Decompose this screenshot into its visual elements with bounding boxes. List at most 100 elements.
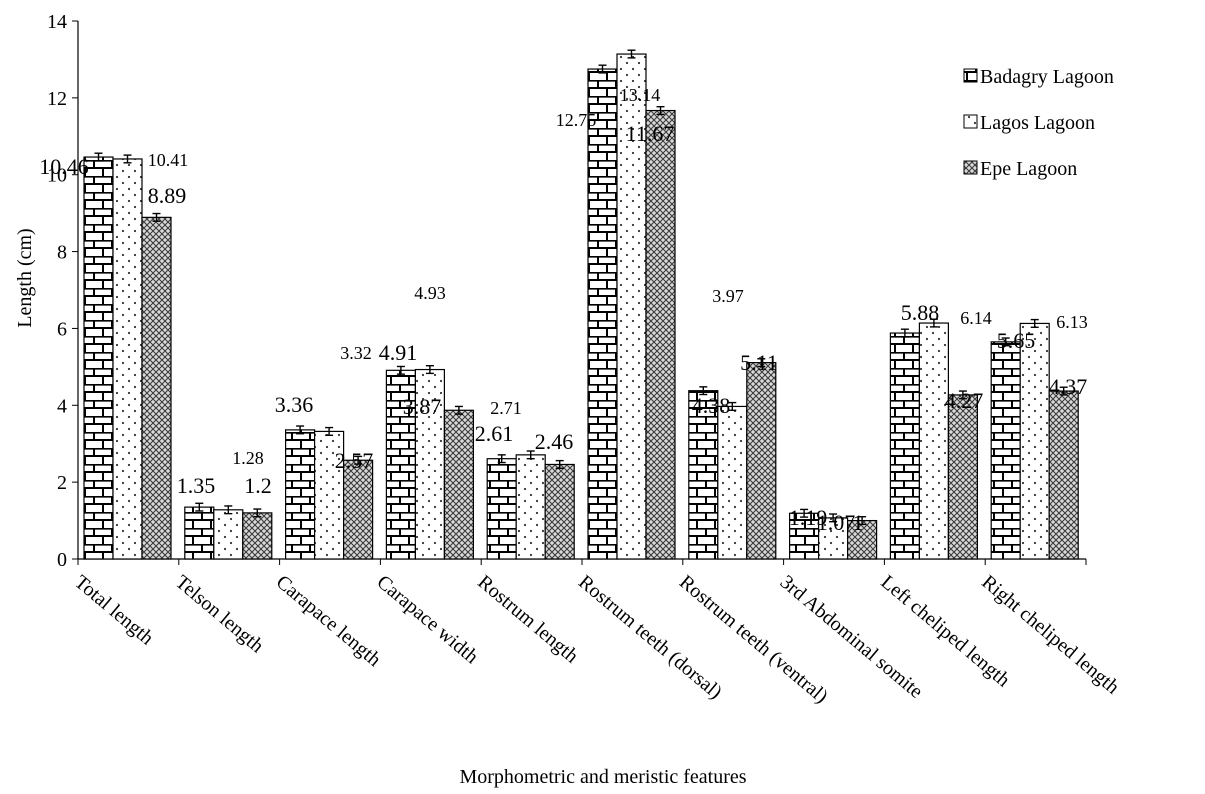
error-bar — [1030, 318, 1039, 328]
error-bar — [526, 450, 535, 460]
error-bar — [800, 508, 809, 518]
error-bar — [296, 425, 305, 435]
category-label: Total length — [70, 571, 158, 649]
error-bar — [425, 365, 434, 375]
bar-crosshatch — [947, 394, 979, 560]
legend-swatch-epe — [963, 160, 978, 175]
data-label: 4.91 — [379, 340, 418, 365]
data-label: 8.89 — [148, 183, 187, 208]
data-label: 10.46 — [39, 154, 89, 179]
category-labels: Total length Telson length Carapace length… — [70, 571, 1123, 708]
data-label: 3.36 — [275, 392, 314, 417]
error-bar — [195, 502, 204, 512]
error-bar — [929, 318, 938, 328]
data-label: 1 — [853, 510, 864, 535]
category-label: Carapace length — [272, 571, 385, 671]
error-bar — [123, 154, 132, 164]
bar-crosshatch — [1048, 390, 1079, 560]
legend-label-lagos: Lagos Lagoon — [980, 112, 1095, 134]
bar-brick — [889, 332, 921, 560]
error-bar — [656, 105, 665, 116]
legend-swatch-badagry — [963, 68, 978, 83]
y-axis-title: Length (cm) — [14, 228, 36, 327]
data-label: 2.61 — [475, 421, 514, 446]
bar-crosshatch — [645, 109, 676, 560]
data-label: 1.2 — [244, 473, 272, 498]
y-tick-label: 8 — [57, 242, 67, 264]
error-bar — [94, 152, 103, 162]
bar-crosshatch — [544, 463, 575, 560]
error-bar — [757, 358, 766, 368]
data-label: 1.19 — [789, 505, 828, 530]
error-bar — [1001, 337, 1010, 347]
legend-swatch-lagos — [963, 114, 978, 129]
bar-crosshatch — [846, 519, 878, 560]
y-tick-label: 0 — [57, 549, 67, 571]
bar-dots — [717, 405, 748, 560]
data-label: 12.75 — [556, 110, 597, 130]
error-bar — [900, 328, 909, 338]
data-label: 6.14 — [960, 308, 992, 328]
error-bar — [699, 386, 708, 396]
error-bar — [958, 390, 967, 400]
data-label: 4.38 — [692, 393, 731, 418]
legend: Badagry Lagoon Lagos Lagoon Epe Lagoon — [963, 66, 1114, 180]
bars — [83, 53, 1079, 560]
error-bar — [454, 405, 463, 415]
error-bar — [858, 516, 867, 526]
error-bar — [354, 455, 363, 465]
y-tick-label: 12 — [47, 88, 67, 110]
data-label: 3.87 — [403, 394, 442, 419]
data-label: 4.37 — [1049, 374, 1088, 399]
data-label: 2.71 — [490, 398, 522, 418]
error-bar — [224, 505, 233, 515]
category-label: Carapace width — [373, 571, 483, 668]
y-tick-label: 4 — [57, 395, 67, 417]
data-label: 11.67 — [626, 121, 675, 146]
data-label: 1.28 — [232, 448, 264, 468]
bar-crosshatch — [443, 409, 474, 560]
error-bar — [829, 513, 838, 523]
value-labels: 10.46 10.41 8.89 1.35 1.28 1.2 3.36 3.32 2.57 4.9… — [39, 85, 1088, 535]
error-bar — [396, 365, 405, 375]
data-label: 2.57 — [335, 448, 374, 473]
bar-brick — [990, 341, 1021, 560]
bar-dots — [515, 454, 546, 560]
error-bar — [627, 49, 636, 59]
bar-crosshatch — [141, 216, 172, 560]
error-bars — [94, 49, 1068, 526]
legend-label-badagry: Badagry Lagoon — [980, 66, 1114, 88]
data-label: 1.07 — [817, 510, 856, 535]
bar-crosshatch — [343, 459, 374, 560]
data-label: 10.41 — [148, 150, 189, 170]
y-tick-label: 6 — [57, 318, 67, 340]
error-bar — [325, 426, 334, 436]
bar-brick — [587, 68, 618, 560]
error-bar — [253, 508, 262, 518]
data-label: 4.27 — [945, 388, 984, 413]
data-label: 5.65 — [997, 328, 1036, 353]
bar-brick — [184, 506, 215, 560]
y-tick-label: 2 — [57, 472, 67, 494]
bar-dots — [918, 322, 950, 560]
bar-dots — [112, 158, 143, 560]
error-bar — [1059, 386, 1068, 396]
bar-dots — [1019, 322, 1050, 560]
data-label: 3.32 — [340, 343, 372, 363]
error-bar — [555, 459, 564, 470]
data-label: 1.35 — [177, 473, 216, 498]
data-label: 4.93 — [414, 283, 446, 303]
error-bar — [598, 64, 607, 74]
data-label: 3.97 — [712, 286, 744, 306]
bar-brick — [83, 156, 114, 560]
category-label: Telson length — [171, 571, 268, 657]
bar-dots — [314, 430, 345, 560]
y-tick-label: 10 — [47, 165, 67, 187]
legend-label-epe: Epe Lagoon — [980, 158, 1077, 180]
data-label: 5.11 — [740, 350, 778, 375]
data-label: 2.46 — [535, 429, 574, 454]
bar-crosshatch — [746, 362, 777, 560]
data-label: 6.13 — [1056, 312, 1088, 332]
